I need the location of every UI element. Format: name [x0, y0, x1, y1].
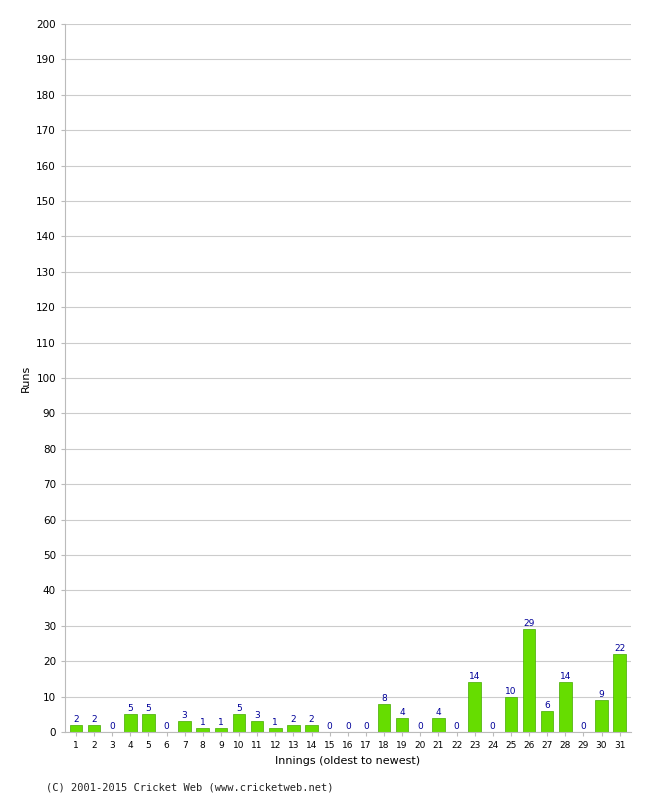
Text: 0: 0 — [417, 722, 423, 731]
Bar — [233, 714, 245, 732]
Text: 22: 22 — [614, 644, 625, 653]
Text: 5: 5 — [146, 704, 151, 714]
Text: 3: 3 — [254, 711, 260, 720]
Bar — [196, 729, 209, 732]
Text: 14: 14 — [560, 672, 571, 682]
Bar — [214, 729, 227, 732]
Bar — [178, 722, 191, 732]
Text: 0: 0 — [109, 722, 115, 731]
Text: 5: 5 — [236, 704, 242, 714]
Bar — [287, 725, 300, 732]
Bar — [269, 729, 281, 732]
Bar — [70, 725, 82, 732]
Text: 0: 0 — [363, 722, 369, 731]
Bar — [432, 718, 445, 732]
Bar — [468, 682, 481, 732]
Bar — [396, 718, 408, 732]
Bar — [124, 714, 136, 732]
Text: 14: 14 — [469, 672, 480, 682]
Text: (C) 2001-2015 Cricket Web (www.cricketweb.net): (C) 2001-2015 Cricket Web (www.cricketwe… — [46, 782, 333, 792]
Text: 0: 0 — [580, 722, 586, 731]
Bar — [559, 682, 571, 732]
Text: 0: 0 — [327, 722, 333, 731]
Text: 1: 1 — [272, 718, 278, 727]
Text: 0: 0 — [345, 722, 350, 731]
Bar — [305, 725, 318, 732]
Text: 2: 2 — [291, 715, 296, 724]
Text: 1: 1 — [200, 718, 205, 727]
Bar — [378, 704, 391, 732]
Bar — [595, 700, 608, 732]
Text: 3: 3 — [182, 711, 187, 720]
Text: 0: 0 — [490, 722, 495, 731]
Text: 10: 10 — [505, 686, 517, 695]
Text: 2: 2 — [309, 715, 315, 724]
Text: 8: 8 — [381, 694, 387, 702]
Bar — [142, 714, 155, 732]
Text: 1: 1 — [218, 718, 224, 727]
Bar — [504, 697, 517, 732]
Bar — [523, 630, 536, 732]
X-axis label: Innings (oldest to newest): Innings (oldest to newest) — [275, 755, 421, 766]
Bar — [541, 710, 553, 732]
Text: 4: 4 — [436, 708, 441, 717]
Y-axis label: Runs: Runs — [21, 364, 31, 392]
Bar — [88, 725, 100, 732]
Text: 6: 6 — [544, 701, 550, 710]
Bar — [614, 654, 626, 732]
Text: 5: 5 — [127, 704, 133, 714]
Text: 0: 0 — [454, 722, 460, 731]
Text: 2: 2 — [73, 715, 79, 724]
Text: 0: 0 — [164, 722, 170, 731]
Text: 9: 9 — [599, 690, 604, 699]
Text: 29: 29 — [523, 619, 535, 628]
Text: 2: 2 — [91, 715, 97, 724]
Text: 4: 4 — [399, 708, 405, 717]
Bar — [251, 722, 263, 732]
